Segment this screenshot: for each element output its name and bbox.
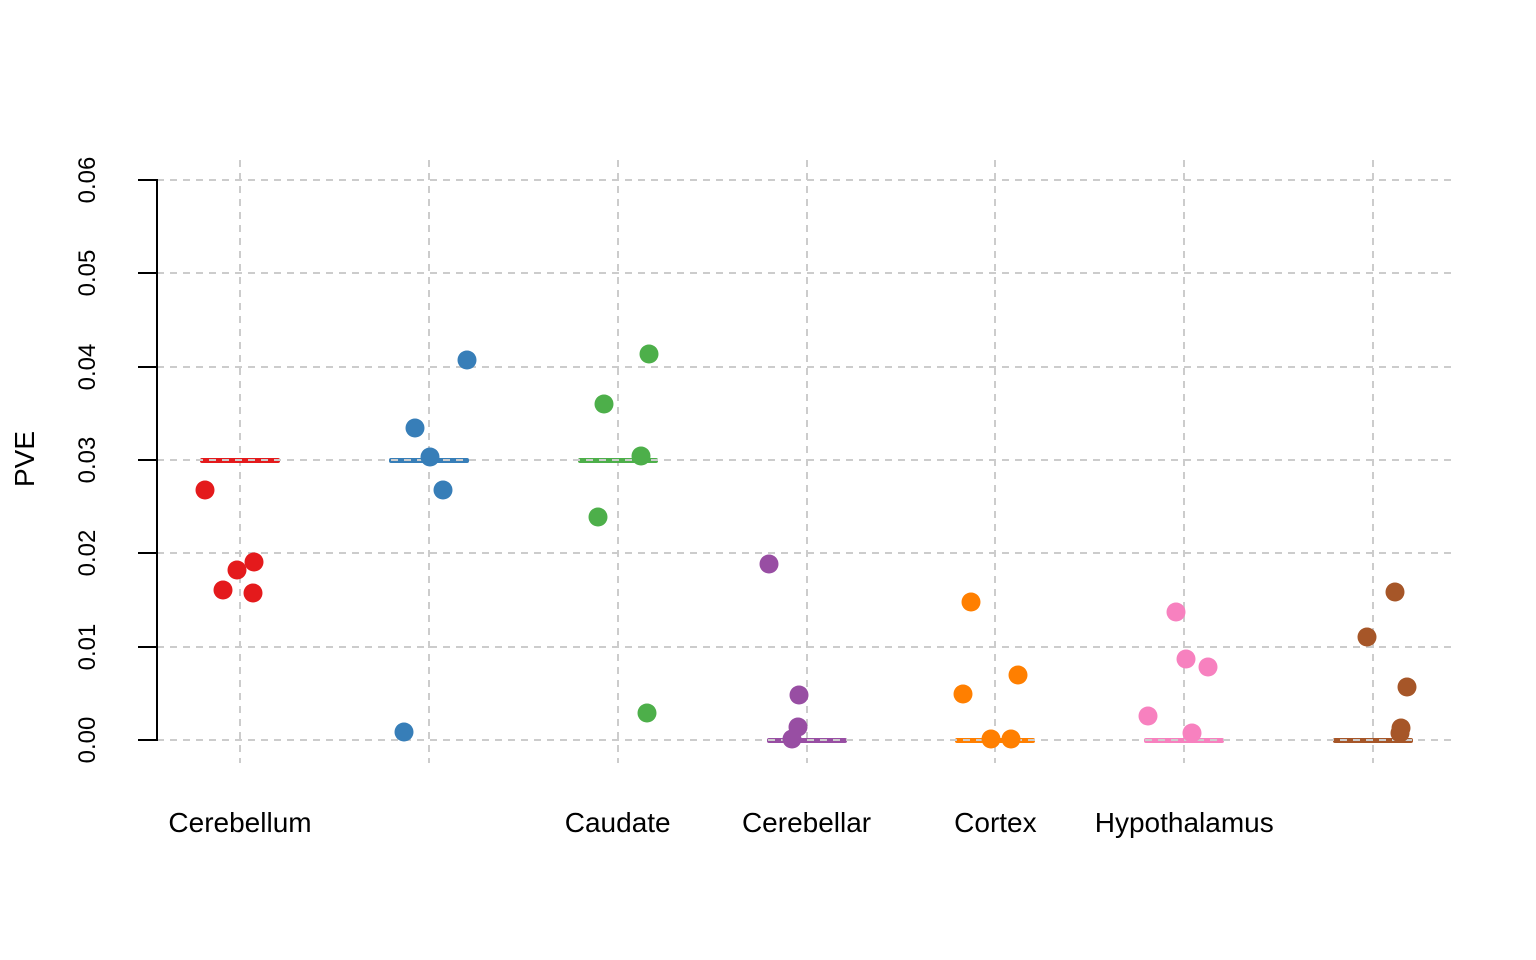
y-gridline bbox=[157, 552, 1453, 555]
data-point bbox=[961, 592, 981, 612]
y-tick bbox=[138, 272, 157, 275]
y-tick-label: 0.02 bbox=[74, 529, 101, 577]
data-point bbox=[953, 684, 973, 704]
y-tick-label: 0.00 bbox=[74, 716, 101, 764]
y-tick-label: 0.03 bbox=[74, 436, 101, 484]
x-axis-label: Hypothalamus bbox=[1094, 807, 1274, 838]
x-gridline bbox=[1372, 160, 1375, 763]
data-point bbox=[981, 729, 1001, 749]
data-point bbox=[1357, 627, 1377, 647]
y-tick-label: 0.04 bbox=[74, 343, 101, 391]
y-tick bbox=[138, 365, 157, 368]
y-axis-line bbox=[156, 179, 158, 741]
data-point bbox=[1198, 657, 1218, 677]
data-point bbox=[631, 446, 651, 466]
data-point bbox=[789, 685, 809, 705]
data-point bbox=[588, 507, 608, 527]
data-point bbox=[243, 583, 263, 603]
y-tick-label: 0.01 bbox=[74, 623, 101, 671]
y-tick-label: 0.06 bbox=[74, 156, 101, 204]
data-point bbox=[420, 447, 440, 467]
data-point bbox=[782, 729, 802, 749]
x-gridline bbox=[805, 160, 808, 763]
data-point bbox=[1008, 665, 1028, 685]
x-gridline bbox=[994, 160, 997, 763]
y-tick bbox=[138, 552, 157, 555]
data-point bbox=[394, 722, 414, 742]
y-tick bbox=[138, 179, 157, 181]
data-point bbox=[1001, 729, 1021, 749]
y-gridline bbox=[157, 272, 1453, 275]
data-point bbox=[405, 418, 425, 438]
x-axis-label: Cerebellar bbox=[741, 807, 872, 838]
y-gridline bbox=[157, 459, 1453, 461]
data-point bbox=[637, 703, 657, 723]
data-point bbox=[213, 580, 233, 600]
y-tick bbox=[138, 739, 157, 741]
x-axis-label: Cerebellum bbox=[168, 807, 312, 838]
data-point bbox=[1176, 649, 1196, 669]
data-point bbox=[1390, 723, 1410, 743]
y-gridline bbox=[157, 645, 1453, 648]
data-point bbox=[1182, 723, 1202, 743]
data-point bbox=[433, 480, 453, 500]
data-point bbox=[195, 480, 215, 500]
y-tick bbox=[138, 645, 157, 648]
x-axis-label: Caudate bbox=[564, 807, 671, 838]
data-point bbox=[227, 560, 247, 580]
x-axis-label: Cortex bbox=[954, 807, 1037, 838]
y-tick bbox=[138, 459, 157, 461]
data-point bbox=[1397, 677, 1417, 697]
x-gridline bbox=[1183, 160, 1186, 763]
y-tick-label: 0.05 bbox=[74, 249, 101, 297]
y-gridline bbox=[157, 739, 1453, 741]
y-gridline bbox=[157, 365, 1453, 368]
data-point bbox=[457, 350, 477, 370]
y-axis-title: PVE bbox=[9, 430, 40, 488]
data-point bbox=[1385, 582, 1405, 602]
y-gridline bbox=[157, 179, 1453, 181]
data-point bbox=[639, 344, 659, 364]
data-point bbox=[1166, 602, 1186, 622]
data-point bbox=[1138, 706, 1158, 726]
data-point bbox=[594, 394, 614, 414]
data-point bbox=[244, 552, 264, 572]
data-point bbox=[759, 554, 779, 574]
